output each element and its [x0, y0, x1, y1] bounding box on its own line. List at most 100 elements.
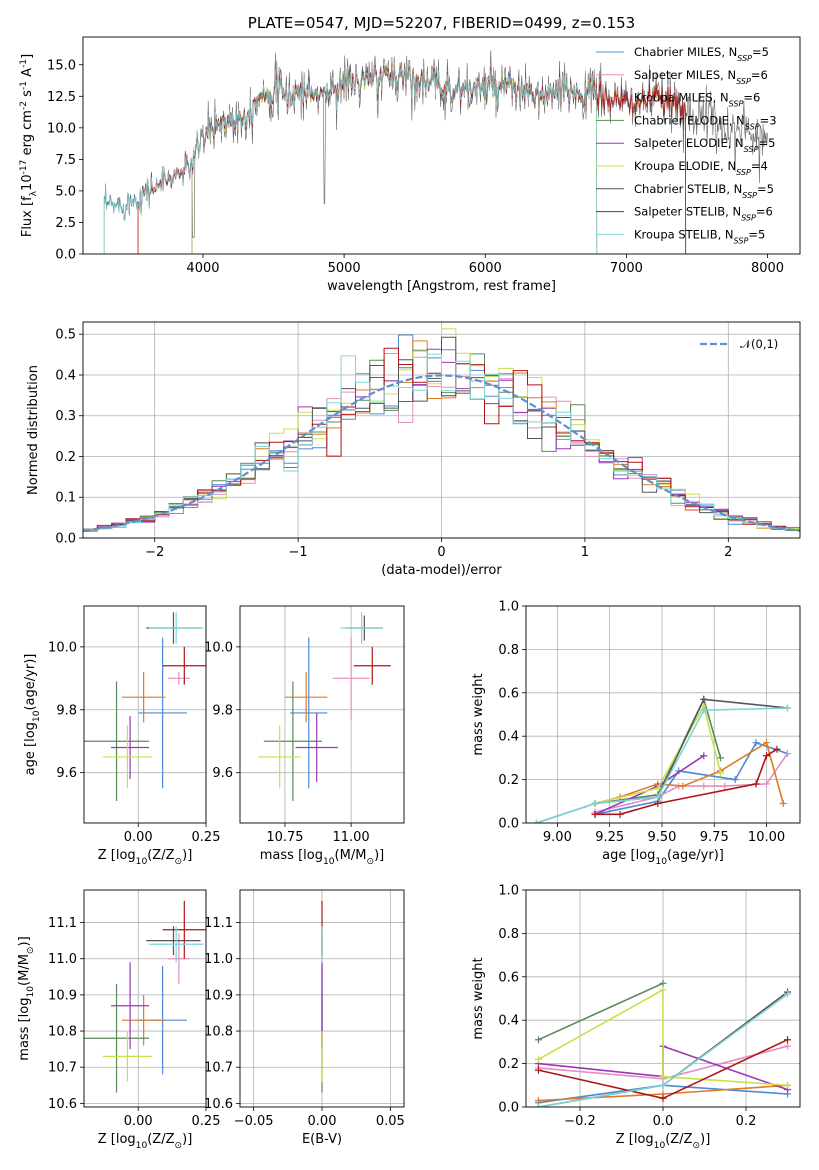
x-tick-label: −0.2 — [564, 1114, 596, 1129]
axes-frame — [83, 889, 207, 1108]
weight-marker — [752, 780, 760, 788]
point-krou_elodie — [102, 1031, 152, 1082]
weight-marker — [534, 1036, 542, 1044]
weight-marker — [591, 799, 599, 807]
y-tick-label: 0.3 — [55, 409, 76, 424]
y-tick-label: 10.0 — [48, 640, 77, 655]
weight-marker — [784, 990, 792, 998]
weight-marker — [534, 1096, 542, 1104]
x-tick-label: 6000 — [469, 261, 502, 276]
x-axis-label: age [log10(age/yr)] — [602, 848, 724, 867]
x-tick-label: 0 — [437, 545, 445, 560]
point-salp_elodie — [295, 712, 338, 783]
x-axis-label: wavelength [Angstrom, rest frame] — [327, 279, 556, 294]
x-tick-label: 0.00 — [124, 830, 153, 845]
plot-area — [83, 328, 800, 532]
weight-marker — [616, 810, 624, 818]
plot-area — [103, 50, 768, 254]
point-chab_elodie — [84, 681, 150, 801]
x-tick-label: 0.0 — [653, 1114, 674, 1129]
x-axis-label: Z [log10(Z/Z⊙)] — [616, 1132, 711, 1151]
point-krou_elodie — [102, 725, 152, 789]
legend-label: Kroupa STELIB, NSSP=5 — [634, 227, 765, 245]
y-tick-label: 12.5 — [47, 90, 76, 105]
x-tick-label: 10.00 — [748, 830, 785, 845]
weight-marker — [763, 739, 771, 747]
point-krou_miles — [121, 994, 166, 1046]
y-tick-label: 0.8 — [498, 643, 519, 658]
point-krou_stelib — [149, 612, 204, 644]
y-tick-label: 10.6 — [204, 1097, 233, 1112]
legend-label: Kroupa MILES, NSSP=6 — [634, 91, 760, 109]
y-tick-label: 15.0 — [47, 58, 76, 73]
y-tick-label: 5.0 — [55, 184, 76, 199]
x-tick-label: 5000 — [328, 261, 361, 276]
point-krou_stelib — [149, 926, 204, 963]
y-tick-label: 1.0 — [498, 600, 519, 615]
y-axis-label: Flux [fλ10-17 erg cm-2 s-1 A-1] — [19, 54, 39, 237]
weight-marker — [763, 780, 771, 788]
x-tick-label: −1 — [289, 545, 308, 560]
y-tick-label: 0.8 — [498, 927, 519, 942]
weight-marker — [763, 752, 771, 760]
point-salp_elodie — [111, 716, 150, 779]
age-vs-mass-axes: 10.75 11.00 9.6 9.8 10.0 mass [log10(M/M⊙)] — [204, 605, 405, 867]
y-axis-label: mass weight — [471, 673, 486, 755]
weight-series-krou_elodie — [538, 988, 788, 1087]
point-chab_elodie — [263, 681, 322, 801]
y-axis-label: age [log10(age/yr)] — [23, 654, 42, 776]
weight-marker — [779, 799, 787, 807]
weight-marker — [717, 769, 725, 777]
weight-marker — [654, 784, 662, 792]
x-tick-label: 9.50 — [647, 830, 676, 845]
residual-histogram — [83, 353, 800, 531]
weight-marker — [700, 706, 708, 714]
plot-area — [84, 900, 206, 1093]
x-tick-label: 4000 — [186, 261, 219, 276]
axes-frame — [239, 889, 405, 1108]
age-vs-Z-axes: 0.00 0.25 9.6 9.8 10.0 Z [log10(Z/Z⊙)] age [lo… — [23, 605, 220, 867]
point-salp_stelib — [353, 646, 391, 685]
y-tick-label: 10.7 — [204, 1061, 233, 1076]
y-tick-label: 0.5 — [55, 328, 76, 343]
weight-marker — [679, 782, 687, 790]
point-salp_stelib — [162, 646, 206, 685]
x-tick-label: 2 — [724, 545, 732, 560]
axes-frame — [239, 605, 405, 824]
y-tick-label: 0.2 — [55, 450, 76, 465]
x-axis-label: Z [log10(Z/Z⊙)] — [98, 848, 193, 867]
weight-marker — [784, 1036, 792, 1044]
x-tick-label: 9.75 — [700, 830, 729, 845]
x-axis-label: Z [log10(Z/Z⊙)] — [98, 1132, 193, 1151]
x-tick-label: 10.75 — [266, 830, 303, 845]
y-tick-label: 0.1 — [55, 491, 76, 506]
y-tick-label: 9.6 — [56, 766, 77, 781]
point-krou_elodie — [258, 725, 301, 789]
x-tick-label: 9.00 — [543, 830, 572, 845]
weight-vs-Z-axes: −0.2 0.0 0.2 0.0 0.2 0.4 0.6 0.8 1.0 Z [log10(Z/Z… — [471, 884, 801, 1151]
legend-label: Salpeter STELIB, NSSP=6 — [634, 205, 773, 223]
weight-marker — [717, 754, 725, 762]
y-tick-label: 1.0 — [498, 884, 519, 899]
y-tick-label: 0.0 — [55, 532, 76, 547]
x-tick-label: 0.2 — [736, 1114, 757, 1129]
point-chab_elodie — [84, 984, 150, 1093]
weight-marker — [659, 1073, 667, 1081]
y-axis-label: Normed distribution — [26, 365, 41, 495]
point-chab_stelib — [146, 926, 201, 956]
y-tick-label: 11.0 — [204, 952, 233, 967]
weight-marker — [731, 776, 739, 784]
legend: Chabrier MILES, NSSP=5 Salpeter MILES, NS… — [596, 45, 777, 245]
chart-title: PLATE=0547, MJD=52207, FIBERID=0499, z=0… — [248, 14, 635, 32]
legend-label: Chabrier MILES, NSSP=5 — [634, 45, 769, 63]
y-tick-label: 0.0 — [498, 817, 519, 832]
weight-marker — [721, 782, 729, 790]
weight-series-chab_miles — [594, 741, 788, 816]
y-tick-label: 11.1 — [48, 916, 77, 931]
legend-label: Salpeter ELODIE, NSSP=5 — [634, 136, 775, 154]
y-tick-label: 9.8 — [56, 703, 77, 718]
y-tick-label: 2.5 — [55, 216, 76, 231]
weight-series-salp_stelib — [595, 748, 778, 816]
point-salp_miles — [168, 672, 190, 685]
weight-marker — [654, 799, 662, 807]
